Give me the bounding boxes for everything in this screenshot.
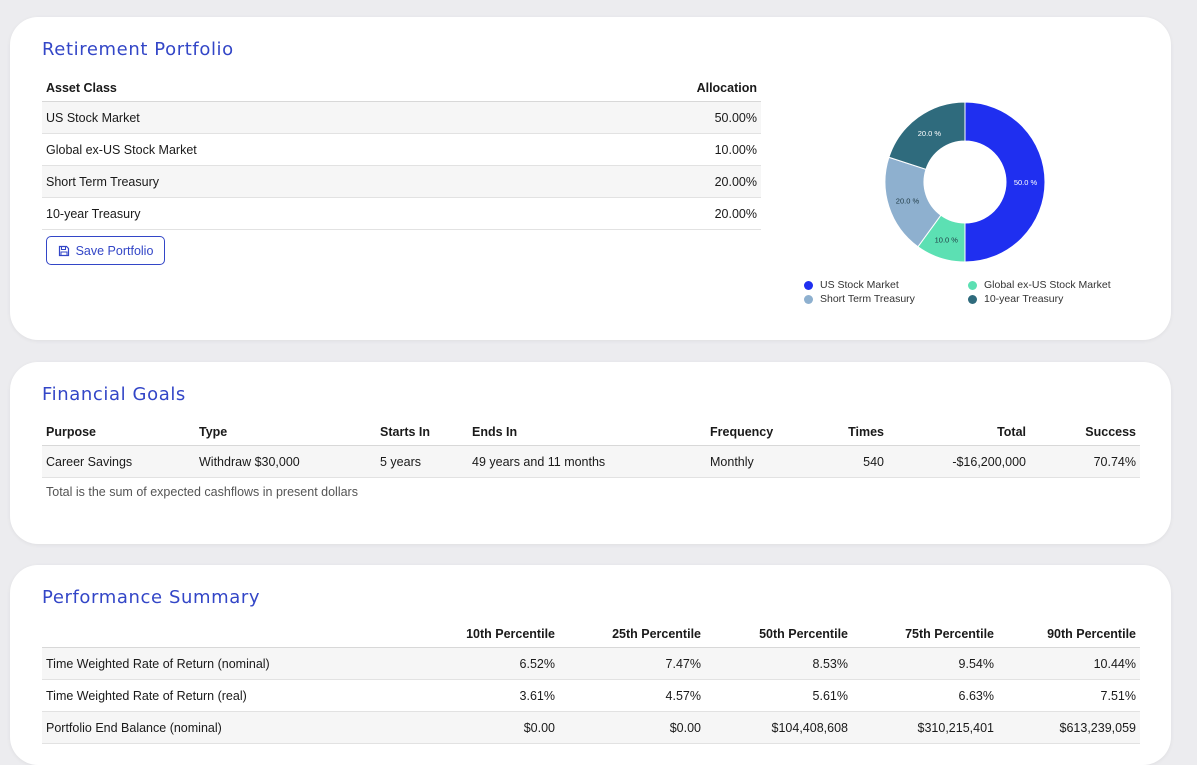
column-header-p50: 50th Percentile: [705, 621, 852, 648]
value-p10: 3.61%: [414, 679, 559, 712]
slice-data-label: 20.0 %: [918, 129, 942, 138]
column-header-purpose: Purpose: [42, 419, 195, 446]
table-header-row: Purpose Type Starts In Ends In Frequency…: [42, 419, 1140, 446]
goals-title: Financial Goals: [42, 384, 186, 405]
metric-label: Time Weighted Rate of Return (nominal): [42, 647, 414, 680]
goal-starts-in: 5 years: [376, 445, 468, 478]
column-header-times: Times: [806, 419, 888, 446]
table-row[interactable]: Career Savings Withdraw $30,000 5 years …: [42, 445, 1140, 478]
legend-label: US Stock Market: [820, 279, 899, 291]
table-row: Portfolio End Balance (nominal) $0.00 $0…: [42, 711, 1140, 744]
value-p50: 8.53%: [705, 647, 852, 680]
value-p25: 7.47%: [559, 647, 705, 680]
save-portfolio-label: Save Portfolio: [75, 243, 154, 258]
value-p25: 4.57%: [559, 679, 705, 712]
pie-slice[interactable]: [964, 101, 1046, 263]
asset-name: Global ex-US Stock Market: [42, 133, 545, 166]
goal-times: 540: [806, 445, 888, 478]
column-header-asset-class: Asset Class: [42, 75, 545, 102]
value-p75: $310,215,401: [852, 711, 998, 744]
table-header-row: Asset Class Allocation: [42, 75, 761, 102]
metric-label: Portfolio End Balance (nominal): [42, 711, 414, 744]
portfolio-title: Retirement Portfolio: [42, 39, 234, 60]
goal-frequency: Monthly: [706, 445, 806, 478]
performance-summary-card: Performance Summary 10th Percentile 25th…: [10, 565, 1171, 765]
value-p50: 5.61%: [705, 679, 852, 712]
table-row: Time Weighted Rate of Return (nominal) 6…: [42, 647, 1140, 680]
column-header-p90: 90th Percentile: [998, 621, 1140, 648]
goal-total: -$16,200,000: [888, 445, 1030, 478]
allocation-value: 10.00%: [544, 133, 761, 166]
slice-data-label: 10.0 %: [935, 236, 959, 245]
value-p10: 6.52%: [414, 647, 559, 680]
column-header-starts-in: Starts In: [376, 419, 468, 446]
value-p75: 9.54%: [852, 647, 998, 680]
allocation-value: 50.00%: [544, 101, 761, 134]
performance-table: 10th Percentile 25th Percentile 50th Per…: [42, 621, 1140, 744]
table-row: Time Weighted Rate of Return (real) 3.61…: [42, 679, 1140, 712]
value-p90: 7.51%: [998, 679, 1140, 712]
column-header-p75: 75th Percentile: [852, 621, 998, 648]
asset-name: Short Term Treasury: [42, 165, 545, 198]
save-portfolio-button[interactable]: Save Portfolio: [46, 236, 165, 265]
value-p50: $104,408,608: [705, 711, 852, 744]
goal-purpose: Career Savings: [42, 445, 195, 478]
value-p90: 10.44%: [998, 647, 1140, 680]
allocation-table: Asset Class Allocation US Stock Market 5…: [42, 75, 761, 230]
column-header-frequency: Frequency: [706, 419, 806, 446]
performance-title: Performance Summary: [42, 587, 261, 608]
pie-slice[interactable]: [888, 101, 966, 170]
financial-goals-card: Financial Goals Purpose Type Starts In E…: [10, 362, 1171, 544]
table-row: Short Term Treasury 20.00%: [42, 165, 761, 198]
column-header-type: Type: [195, 419, 376, 446]
goal-success: 70.74%: [1030, 445, 1140, 478]
column-header-allocation: Allocation: [544, 75, 761, 102]
table-row: 10-year Treasury 20.00%: [42, 197, 761, 230]
floppy-disk-icon: [58, 245, 69, 256]
goal-ends-in: 49 years and 11 months: [468, 445, 706, 478]
retirement-portfolio-card: Retirement Portfolio Asset Class Allocat…: [10, 17, 1171, 340]
legend-item[interactable]: Short Term Treasury: [804, 293, 915, 305]
column-header-p25: 25th Percentile: [559, 621, 705, 648]
allocation-value: 20.00%: [544, 165, 761, 198]
allocation-value: 20.00%: [544, 197, 761, 230]
legend-label: Short Term Treasury: [820, 293, 915, 305]
legend-label: Global ex-US Stock Market: [984, 279, 1111, 291]
table-header-row: 10th Percentile 25th Percentile 50th Per…: [42, 621, 1140, 648]
table-row: US Stock Market 50.00%: [42, 101, 761, 134]
value-p10: $0.00: [414, 711, 559, 744]
column-header-p10: 10th Percentile: [414, 621, 559, 648]
slice-data-label: 20.0 %: [896, 197, 920, 206]
legend-item[interactable]: 10-year Treasury: [968, 293, 1063, 305]
legend-swatch: [804, 280, 813, 290]
legend-swatch: [968, 294, 977, 304]
column-header-ends-in: Ends In: [468, 419, 706, 446]
goal-type: Withdraw $30,000: [195, 445, 376, 478]
legend-swatch: [804, 294, 813, 304]
value-p25: $0.00: [559, 711, 705, 744]
asset-name: US Stock Market: [42, 101, 545, 134]
metric-label: Time Weighted Rate of Return (real): [42, 679, 414, 712]
goals-table: Purpose Type Starts In Ends In Frequency…: [42, 419, 1140, 478]
value-p90: $613,239,059: [998, 711, 1140, 744]
asset-name: 10-year Treasury: [42, 197, 545, 230]
goals-footnote: Total is the sum of expected cashflows i…: [46, 485, 358, 499]
column-header-total: Total: [888, 419, 1030, 446]
legend-label: 10-year Treasury: [984, 293, 1064, 305]
slice-data-label: 50.0 %: [1014, 178, 1038, 187]
column-header-success: Success: [1030, 419, 1140, 446]
column-header-metric: [42, 621, 414, 648]
legend-item[interactable]: Global ex-US Stock Market: [968, 279, 1111, 291]
legend-item[interactable]: US Stock Market: [804, 279, 899, 291]
table-row: Global ex-US Stock Market 10.00%: [42, 133, 761, 166]
allocation-donut-chart: 50.0 % 10.0 % 20.0 % 20.0 %: [884, 101, 1046, 263]
legend-swatch: [968, 280, 977, 290]
value-p75: 6.63%: [852, 679, 998, 712]
